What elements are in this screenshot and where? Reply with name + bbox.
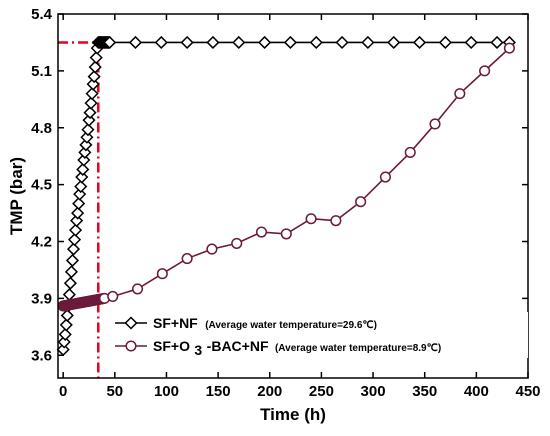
ticks-layer: 0 50 100 150 200 250 300 350 400 450 3.6 3.9 4.2 4.5 4… — [31, 6, 540, 400]
x-tick-label: 350 — [412, 383, 437, 400]
data-point — [361, 35, 375, 49]
data-point — [490, 35, 504, 49]
data-point — [89, 51, 103, 65]
data-point — [232, 35, 246, 49]
data-point — [438, 35, 452, 49]
series-2 — [57, 42, 515, 312]
x-tick-label: 300 — [361, 383, 386, 400]
data-point — [305, 213, 317, 225]
x-axis-title: Time (h) — [260, 405, 326, 424]
y-tick-label: 3.6 — [31, 347, 52, 364]
data-point — [280, 228, 292, 240]
data-point — [65, 253, 80, 268]
data-point — [355, 196, 367, 208]
y-tick-label: 4.5 — [31, 177, 52, 194]
legend-box — [113, 312, 528, 358]
data-point — [429, 118, 441, 130]
data-point — [181, 253, 193, 265]
data-point — [180, 35, 194, 49]
data-point — [335, 35, 349, 49]
y-tick-label: 4.8 — [31, 120, 52, 137]
data-point — [131, 283, 144, 295]
data-point — [63, 276, 77, 290]
data-point — [71, 206, 85, 220]
legend-sample-marker — [125, 340, 137, 352]
data-point — [309, 35, 323, 49]
data-point — [66, 242, 81, 256]
data-point — [503, 42, 515, 54]
data-point — [84, 96, 98, 110]
y-tick-label: 3.9 — [31, 290, 52, 307]
data-point — [387, 35, 401, 49]
y-tick-label: 5.1 — [31, 63, 52, 80]
data-point — [83, 106, 97, 120]
data-point — [454, 88, 466, 100]
data-point — [74, 179, 88, 194]
legend-sample-sf-nf — [115, 316, 147, 330]
data-point — [255, 226, 268, 238]
data-point — [258, 35, 272, 49]
data-point — [206, 35, 220, 49]
data-point — [283, 35, 297, 49]
y-tick-label: 5.4 — [31, 6, 53, 23]
data-point — [72, 197, 86, 211]
reference-lines — [58, 41, 100, 378]
data-point — [88, 60, 102, 74]
data-point — [412, 35, 427, 49]
legend-sample-marker — [124, 316, 138, 330]
legend-series-name-subscript: 3 — [194, 342, 202, 358]
plot-frame — [57, 13, 529, 379]
data-point — [154, 35, 168, 49]
data-point — [76, 162, 90, 177]
data-point — [107, 290, 119, 303]
data-point — [464, 35, 478, 49]
x-tick-label: 250 — [309, 383, 334, 400]
x-tick-label: 450 — [515, 383, 540, 400]
data-point — [85, 87, 99, 101]
y-axis-title: TMP (bar) — [7, 157, 26, 235]
legend-series-name-sf-nf: SF+NF — [153, 315, 198, 331]
legend-series-note-sf-nf: (Average water temperature=29.6℃) — [205, 320, 377, 331]
legend-label-sf-o3-bac-nf: SF+O 3 -BAC+NF (Average water temperatur… — [153, 338, 441, 359]
x-tick-label: 150 — [206, 383, 231, 400]
x-tick-label: 50 — [106, 383, 123, 400]
data-point — [479, 65, 491, 77]
data-point — [60, 308, 74, 322]
data-point — [156, 268, 168, 280]
data-point — [81, 123, 95, 137]
data-point — [231, 237, 243, 249]
x-tick-label: 0 — [59, 383, 67, 400]
data-point — [67, 233, 82, 247]
data-point — [103, 35, 117, 49]
data-point — [59, 318, 73, 332]
data-point — [379, 171, 392, 183]
legend-label-sf-nf: SF+NF (Average water temperature=29.6℃) — [153, 315, 377, 332]
legend-series-name-part2: -BAC+NF — [207, 338, 269, 354]
y-tick-label: 4.2 — [31, 234, 52, 251]
x-tick-label: 200 — [257, 383, 282, 400]
data-point — [68, 223, 83, 237]
data-point — [206, 243, 218, 255]
x-tick-label: 400 — [464, 383, 489, 400]
series-layer — [56, 35, 516, 357]
legend: SF+NF (Average water temperature=29.6℃) … — [113, 312, 528, 359]
x-tick-label: 100 — [154, 383, 179, 400]
data-point — [58, 327, 72, 341]
legend-series-note-sf-o3-bac-nf: (Average water temperature=8.9℃) — [275, 343, 441, 354]
data-point — [404, 146, 416, 158]
data-point — [64, 265, 78, 279]
data-point — [128, 35, 143, 49]
series-1 — [56, 35, 516, 357]
data-point — [87, 70, 101, 84]
legend-sample-sf-o3-bac-nf — [115, 340, 147, 352]
data-point — [330, 215, 342, 227]
legend-series-name-part1: SF+O — [153, 338, 190, 354]
